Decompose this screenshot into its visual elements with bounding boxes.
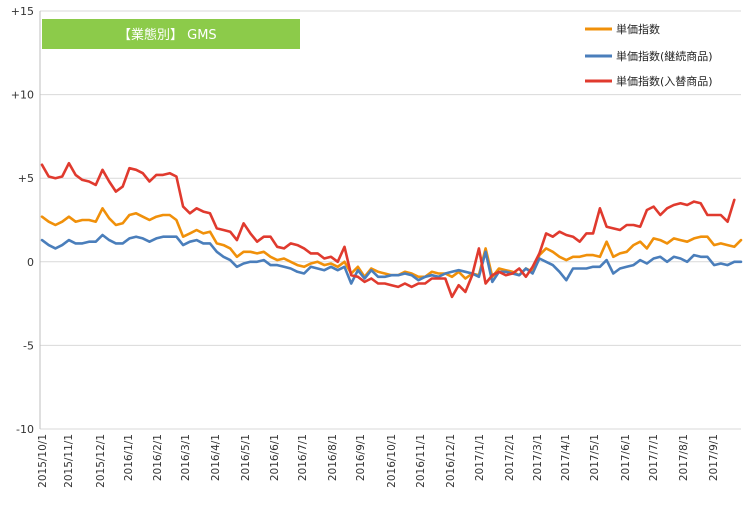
x-tick-label: 2016/3/1 <box>180 434 192 481</box>
x-tick-label: 2016/9/1 <box>355 434 367 481</box>
chart-title-banner: 【業態別】 GMS <box>42 19 300 49</box>
x-tick-label: 2017/8/1 <box>678 434 690 481</box>
series-line-1 <box>40 233 743 285</box>
x-tick-label: 2017/6/1 <box>620 434 632 481</box>
x-tick-label: 2017/3/1 <box>532 434 544 481</box>
x-tick-label: 2016/12/1 <box>445 434 457 488</box>
x-tick-label: 2016/7/1 <box>297 434 309 481</box>
x-axis-ticks: 2015/10/1 2015/11/1 2015/12/1 2016/1/1 2016/… <box>37 434 720 488</box>
x-tick-label: 2016/5/1 <box>240 434 252 481</box>
y-tick-label: 0 <box>27 256 34 269</box>
x-tick-label: 2017/5/1 <box>589 434 601 481</box>
x-tick-label: 2015/10/1 <box>37 434 49 488</box>
y-tick-label: -10 <box>16 423 34 436</box>
gridlines <box>39 10 741 430</box>
series-lines <box>40 161 743 299</box>
y-tick-label: +10 <box>11 89 34 102</box>
x-tick-label: 2016/6/1 <box>269 434 281 481</box>
x-tick-label: 2017/7/1 <box>648 434 660 481</box>
y-tick-label: +15 <box>11 5 34 18</box>
series-line-2 <box>40 161 736 299</box>
y-tick-label: -5 <box>23 339 34 352</box>
x-tick-label: 2017/2/1 <box>504 434 516 481</box>
y-axis-ticks: +15 +10 +5 0 -5 -10 <box>11 5 34 436</box>
title-banner-background <box>42 19 300 49</box>
x-tick-label: 2015/12/1 <box>95 434 107 488</box>
legend-label-2: 単価指数(入替商品) <box>616 74 713 88</box>
x-tick-label: 2017/1/1 <box>474 434 486 481</box>
series-line-0 <box>40 207 743 280</box>
x-tick-label: 2015/11/1 <box>63 434 75 488</box>
chart-title: 【業態別】 GMS <box>118 27 217 43</box>
x-tick-label: 2017/9/1 <box>708 434 720 481</box>
legend-label-1: 単価指数(継続商品) <box>616 49 713 63</box>
x-tick-label: 2016/1/1 <box>123 434 135 481</box>
x-tick-label: 2016/11/1 <box>415 434 427 488</box>
x-tick-label: 2016/2/1 <box>152 434 164 481</box>
x-tick-label: 2017/4/1 <box>560 434 572 481</box>
x-tick-label: 2016/8/1 <box>327 434 339 481</box>
x-tick-label: 2016/4/1 <box>210 434 222 481</box>
legend-label-0: 単価指数 <box>616 22 660 36</box>
x-tick-label: 2016/10/1 <box>386 434 398 488</box>
y-tick-label: +5 <box>18 172 34 185</box>
